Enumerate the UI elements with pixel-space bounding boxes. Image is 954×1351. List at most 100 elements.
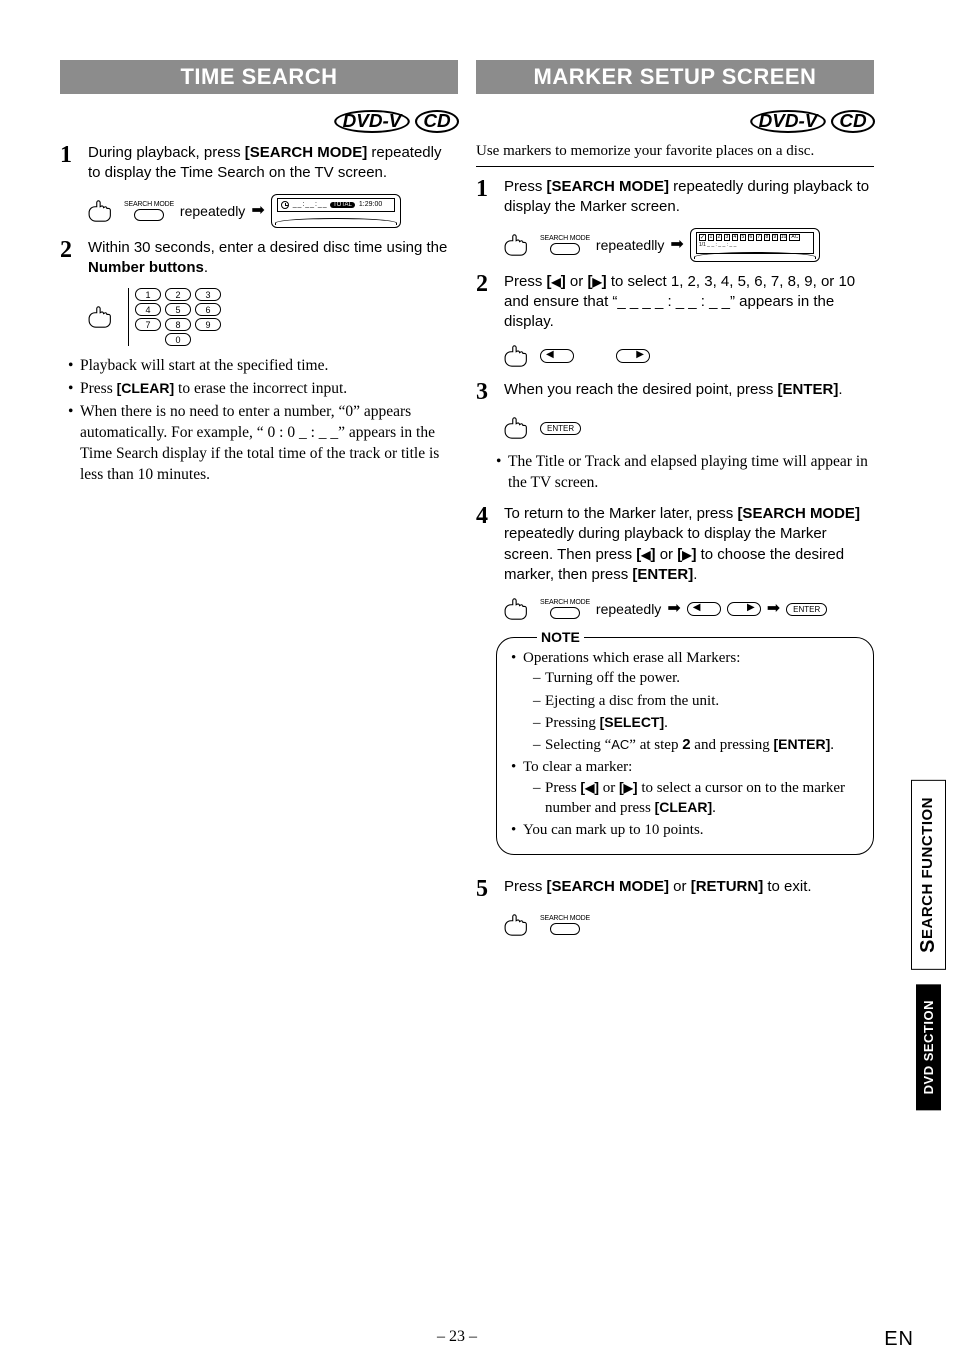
clear-ref: [CLEAR] xyxy=(117,380,175,396)
cursor-right-icon xyxy=(727,602,761,616)
text: . xyxy=(693,566,697,583)
cursor-left-icon xyxy=(687,602,721,616)
key-9: 9 xyxy=(195,318,221,331)
cd-badge: CD xyxy=(415,110,459,133)
disc-badges-left: DVD-V CD xyxy=(60,110,458,133)
enter-ref: [ENTER] xyxy=(778,381,839,398)
key-5: 5 xyxy=(165,303,191,316)
button-label: SEARCH MODE xyxy=(124,201,174,208)
right-cursor-ref: [▶] xyxy=(619,779,638,795)
hand-icon xyxy=(500,231,534,259)
button-label: SEARCH MODE xyxy=(540,915,590,922)
right-cursor-ref: [▶] xyxy=(587,273,606,290)
right-bullet-after-3: The Title or Track and elapsed playing t… xyxy=(496,452,874,494)
intro-rule xyxy=(476,166,874,167)
m: 10 xyxy=(780,234,788,241)
text: Press xyxy=(504,878,547,895)
right-step-2: 2 Press [◀] or [▶] to select 1, 2, 3, 4,… xyxy=(476,272,874,333)
text: or xyxy=(656,546,678,563)
step-number: 2 xyxy=(476,272,496,333)
m: 2 xyxy=(716,234,722,241)
button-cap-icon xyxy=(550,243,580,255)
text: Press xyxy=(80,380,117,397)
hand-icon xyxy=(500,911,534,939)
cursor-left-icon xyxy=(540,349,574,363)
key-1: 1 xyxy=(135,288,161,301)
search-mode-ref: [SEARCH MODE] xyxy=(547,178,670,195)
note-bullet: To clear a marker: Press [◀] or [▶] to s… xyxy=(511,757,859,818)
arrow-icon: ➡ xyxy=(251,203,264,219)
text: During playback, press xyxy=(88,144,245,161)
marker-setup-header: MARKER SETUP SCREEN xyxy=(476,60,874,94)
search-mode-button-icon: SEARCH MODE xyxy=(124,201,174,221)
note-sub: Selecting “AC” at step 2 and pressing [E… xyxy=(523,735,859,755)
button-cap-icon xyxy=(550,607,580,619)
step-text: To return to the Marker later, press [SE… xyxy=(504,504,874,585)
button-label: SEARCH MODE xyxy=(540,599,590,606)
dvd-section-tab: DVD SECTION xyxy=(916,984,941,1110)
note-bullet: You can mark up to 10 points. xyxy=(511,820,859,840)
hand-icon xyxy=(84,303,118,331)
right-column: MARKER SETUP SCREEN DVD-V CD Use markers… xyxy=(476,60,914,949)
enter-ref: [ENTER] xyxy=(632,566,693,583)
hand-icon xyxy=(500,342,534,370)
step-text: Press [◀] or [▶] to select 1, 2, 3, 4, 5… xyxy=(504,272,874,333)
search-function-tab: SEARCH FUNCTION xyxy=(911,780,946,970)
step-number: 2 xyxy=(60,238,80,279)
bullet: The Title or Track and elapsed playing t… xyxy=(496,452,874,494)
manual-page: TIME SEARCH DVD-V CD 1 During playback, … xyxy=(0,0,954,1348)
button-cap-icon xyxy=(134,209,164,221)
step-text: During playback, press [SEARCH MODE] rep… xyxy=(88,143,458,184)
key-7: 7 xyxy=(135,318,161,331)
dashes: _ _ : _ _ : _ _ xyxy=(293,201,326,208)
m: 9 xyxy=(772,234,778,241)
m: 1 xyxy=(708,234,714,241)
m: 4 xyxy=(732,234,738,241)
step-number: 4 xyxy=(476,504,496,585)
note-box: NOTE Operations which erase all Markers:… xyxy=(496,637,874,855)
number-buttons-ref: Number buttons xyxy=(88,259,204,276)
left-cursor-ref: [◀] xyxy=(547,273,566,290)
m: 3 xyxy=(724,234,730,241)
search-mode-ref: [SEARCH MODE] xyxy=(245,144,368,161)
search-mode-button-icon: SEARCH MODE xyxy=(540,235,590,255)
right-step-3: 3 When you reach the desired point, pres… xyxy=(476,380,874,404)
tab-rest: EARCH FUNCTION xyxy=(919,797,936,939)
left-step1-icons: SEARCH MODE repeatedly ➡ _ _ : _ _ : _ _… xyxy=(84,194,458,228)
total-time: 1:29:00 xyxy=(359,201,382,208)
marker-screen-icon: 1 2 3 4 5 6 7 8 9 10 AC 1/1 _ _ xyxy=(690,228,820,262)
number-keypad-icon: 1 2 3 4 5 6 7 8 9 0 xyxy=(128,288,221,346)
left-cursor-ref: [◀] xyxy=(636,546,655,563)
key-4: 4 xyxy=(135,303,161,316)
hand-icon xyxy=(500,414,534,442)
key-3: 3 xyxy=(195,288,221,301)
search-mode-ref: [SEARCH MODE] xyxy=(547,878,670,895)
arrow-icon: ➡ xyxy=(670,237,683,253)
right-cursor-ref: [▶] xyxy=(677,546,696,563)
marker-check-icon xyxy=(699,234,706,241)
enter-button-icon: ENTER xyxy=(786,603,827,616)
note-sub: Ejecting a disc from the unit. xyxy=(523,691,859,711)
left-step-2: 2 Within 30 seconds, enter a desired dis… xyxy=(60,238,458,279)
right-step4-icons: SEARCH MODE repeatedly ➡ ➡ ENTER xyxy=(500,595,874,623)
left-step-1: 1 During playback, press [SEARCH MODE] r… xyxy=(60,143,458,184)
text: Press xyxy=(504,273,547,290)
step-text: Press [SEARCH MODE] or [RETURN] to exit. xyxy=(504,877,874,901)
step-ref: 2 xyxy=(682,736,690,753)
left-step2-icons: 1 2 3 4 5 6 7 8 9 0 xyxy=(84,288,458,346)
text: Within 30 seconds, enter a desired disc … xyxy=(88,239,447,256)
left-column: TIME SEARCH DVD-V CD 1 During playback, … xyxy=(60,60,458,949)
step-text: When you reach the desired point, press … xyxy=(504,380,874,404)
tab-initial: S xyxy=(917,939,939,953)
note-sub: Turning off the power. xyxy=(523,668,859,688)
right-step3-icons: ENTER xyxy=(500,414,874,442)
text: Operations which erase all Markers: xyxy=(523,650,740,666)
ac-box: AC xyxy=(789,234,800,241)
text: to exit. xyxy=(763,878,811,895)
left-cursor-ref: [◀] xyxy=(580,779,599,795)
hand-icon xyxy=(84,197,118,225)
bullet: Press [CLEAR] to erase the incorrect inp… xyxy=(68,379,458,400)
arrow-icon: ➡ xyxy=(767,601,780,617)
m: 6 xyxy=(748,234,754,241)
side-tabs: SEARCH FUNCTION DVD SECTION xyxy=(902,780,954,1124)
